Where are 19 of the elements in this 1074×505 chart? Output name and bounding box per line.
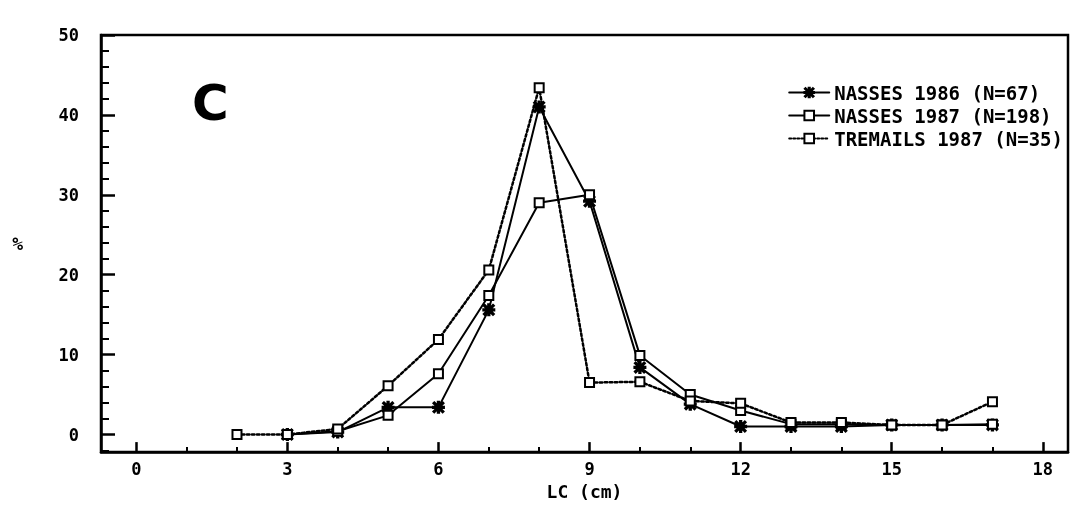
x-tick-label: 15 — [881, 458, 902, 479]
x-tick-label: 3 — [282, 458, 293, 479]
y-tick-label: 0 — [68, 424, 79, 445]
x-tick-label: 0 — [131, 458, 142, 479]
x-tick-label: 9 — [584, 458, 595, 479]
legend-label: TREMAILS 1987 (N=35) — [834, 127, 1063, 150]
y-tick-label: 50 — [58, 25, 79, 45]
y-axis-title: % — [12, 233, 24, 255]
y-tick-label: 30 — [58, 184, 79, 205]
x-tick-label: 6 — [433, 458, 444, 479]
x-axis-title: LC (cm) — [546, 480, 623, 502]
y-tick-label: 10 — [58, 344, 79, 365]
legend-label: NASSES 1986 (N=67) — [834, 81, 1041, 104]
x-tick-label: 12 — [730, 458, 751, 479]
x-tick-label: 18 — [1032, 458, 1054, 479]
y-tick-label: 20 — [58, 264, 79, 285]
legend-label: NASSES 1987 (N=198) — [834, 104, 1052, 127]
annotation: C — [192, 74, 229, 132]
y-tick-label: 40 — [58, 104, 79, 125]
